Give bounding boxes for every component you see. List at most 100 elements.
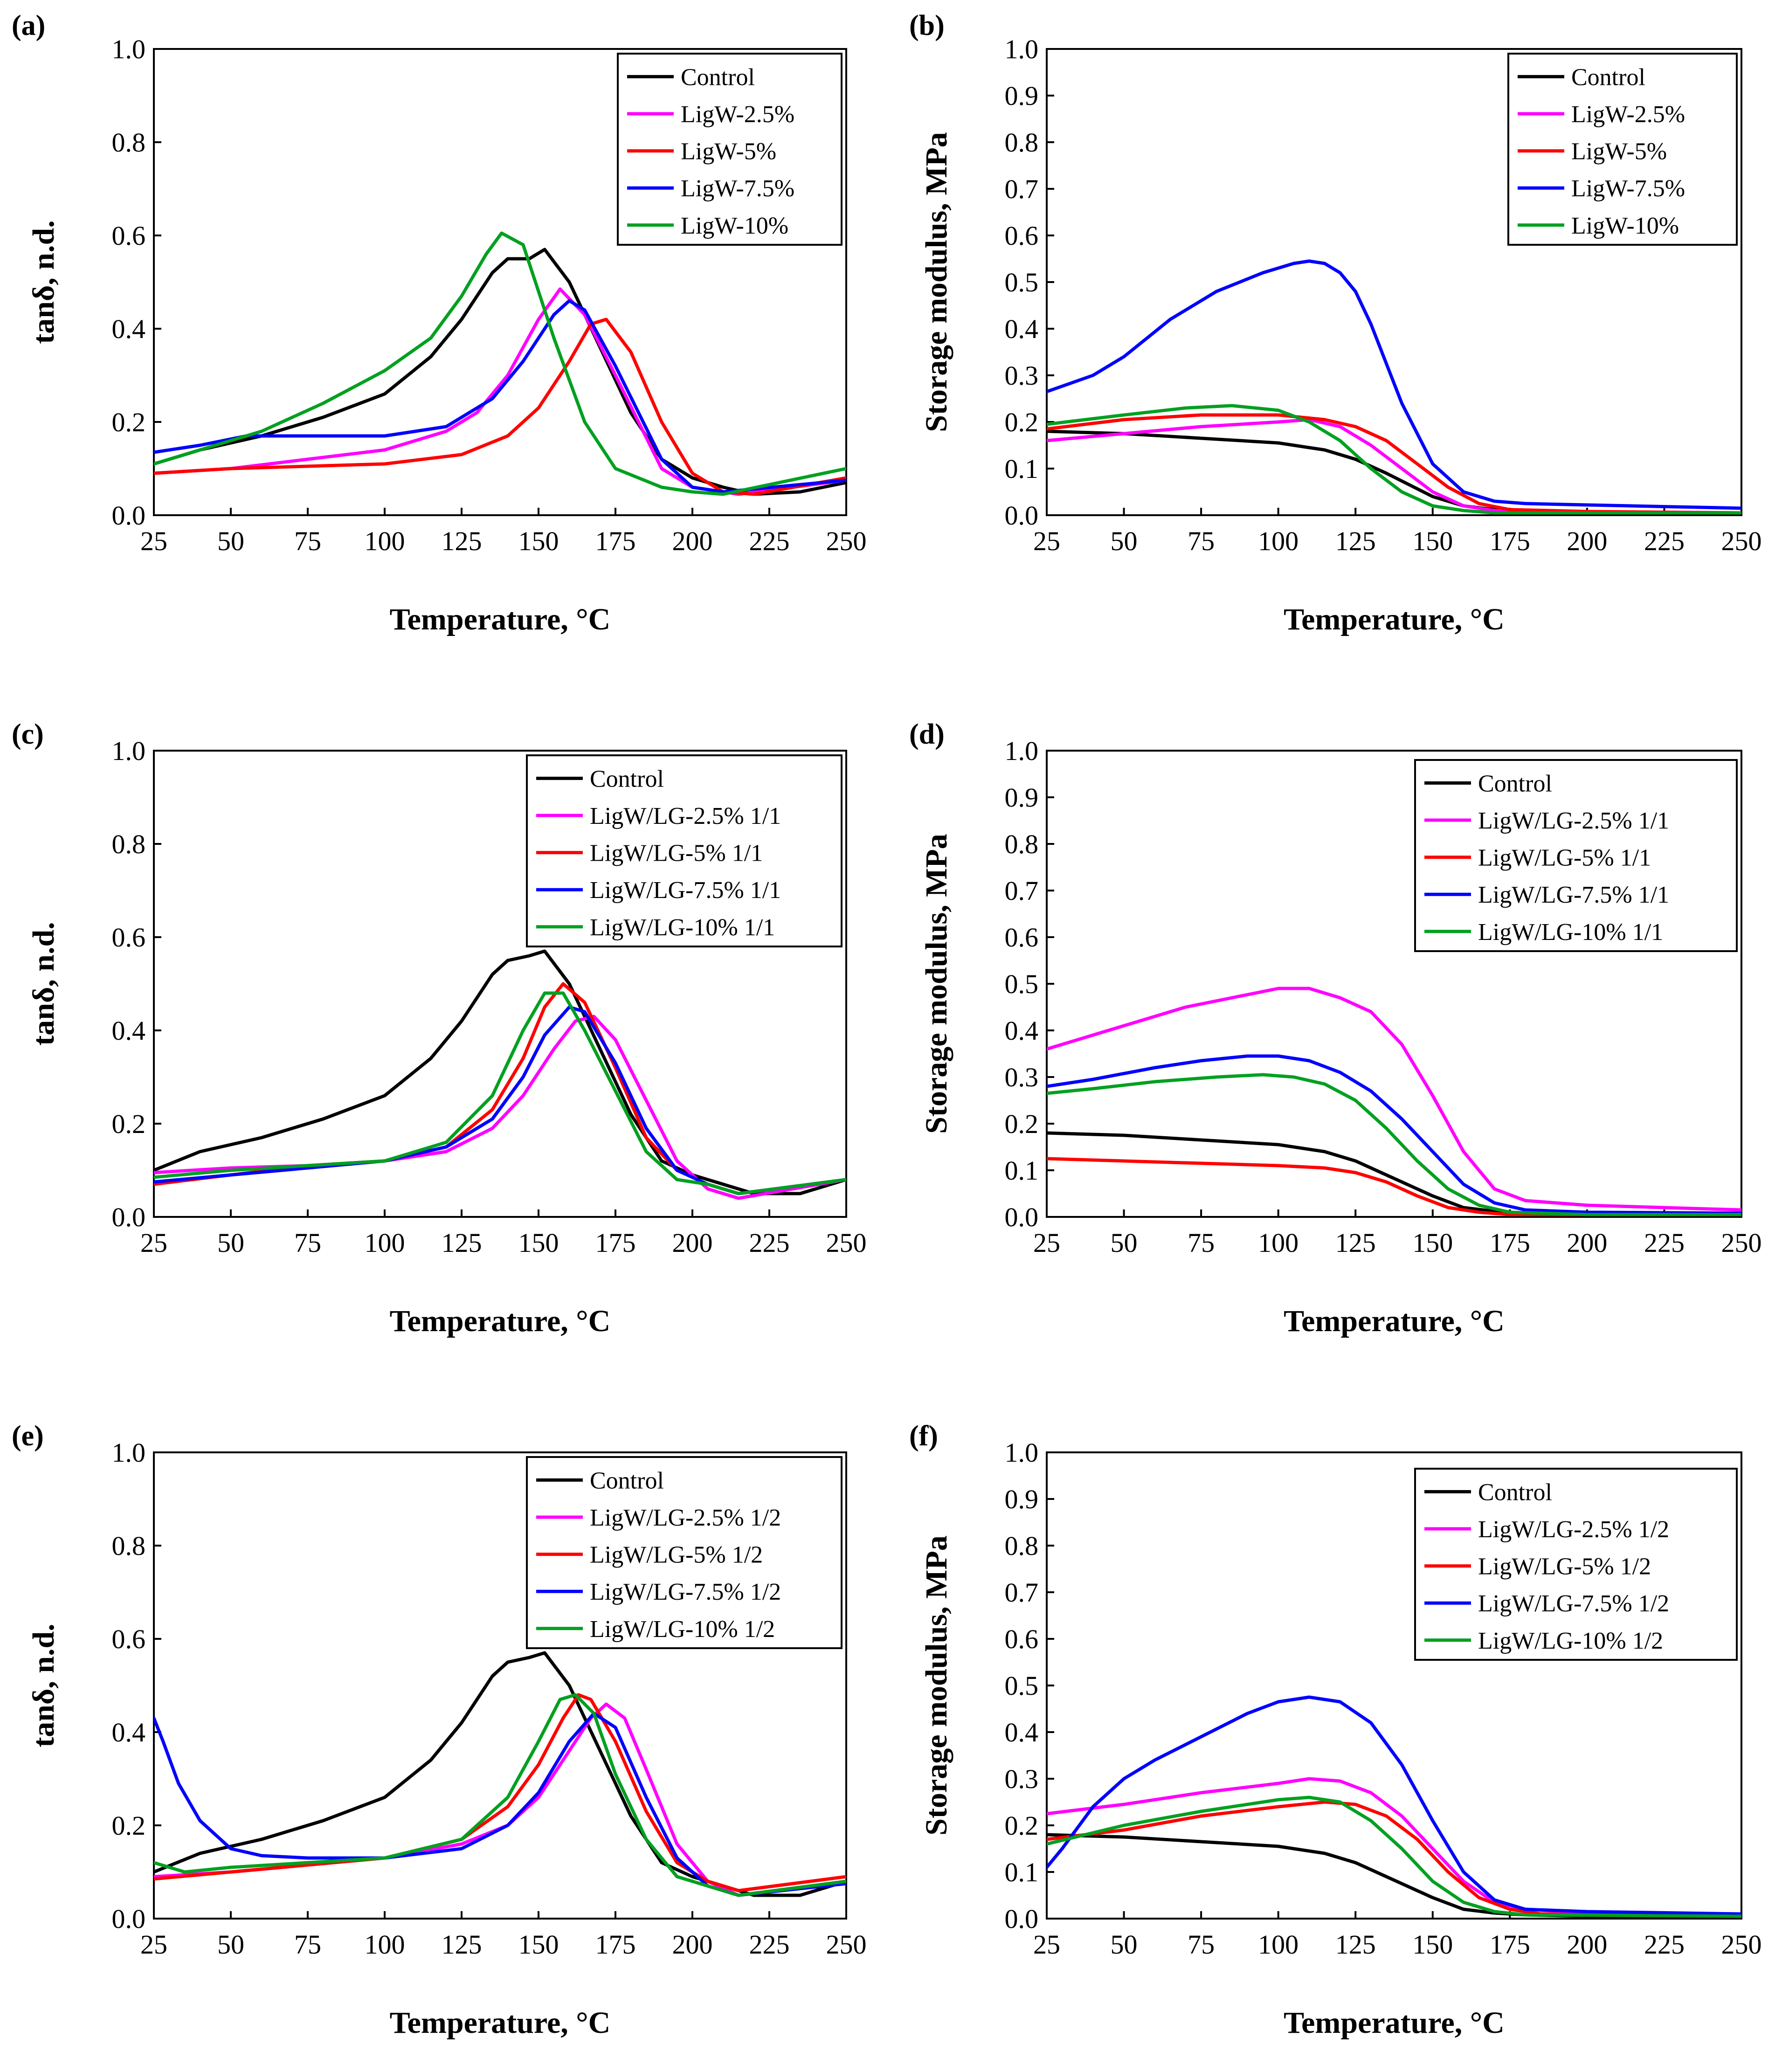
y-axis-title: Storage modulus, MPa — [919, 132, 953, 432]
panel-label: (d) — [909, 718, 945, 750]
y-tick-label: 0.1 — [1005, 1155, 1039, 1186]
series-line-2 — [1047, 413, 1741, 515]
legend-entry: Control — [590, 1467, 664, 1494]
series-line-0 — [1047, 1833, 1741, 1918]
x-tick-label: 75 — [1188, 526, 1215, 556]
series-line-2 — [1047, 1800, 1741, 1918]
y-axis-title: tanδ, n.d. — [27, 1623, 61, 1747]
series-line-0 — [154, 248, 846, 496]
x-tick-label: 100 — [1258, 1929, 1299, 1960]
panel-label: (e) — [12, 1420, 44, 1452]
x-tick-label: 100 — [1258, 526, 1299, 556]
x-axis-title: Temperature, °C — [390, 602, 611, 636]
plot-frame — [153, 48, 847, 516]
y-tick-label: 0.5 — [1005, 1671, 1039, 1701]
legend-entry: LigW/LG-5% 1/2 — [1478, 1554, 1651, 1580]
legend-entry: LigW/LG-7.5% 1/1 — [590, 877, 781, 904]
x-tick-label: 250 — [826, 1929, 867, 1960]
x-tick-label: 250 — [1721, 1929, 1762, 1960]
y-tick-label: 0.4 — [1005, 314, 1039, 344]
y-tick-label: 0.8 — [112, 127, 146, 158]
y-tick-label: 0.3 — [1005, 360, 1039, 391]
y-tick-label: 0.8 — [1005, 127, 1039, 158]
y-tick-label: 0.6 — [112, 922, 146, 953]
x-tick-label: 225 — [1644, 526, 1685, 556]
legend-entry: LigW-7.5% — [1571, 175, 1685, 202]
panel-label: (c) — [12, 718, 44, 750]
x-tick-label: 125 — [1335, 526, 1376, 556]
y-axis-title: Storage modulus, MPa — [919, 834, 953, 1134]
legend-box — [617, 53, 843, 246]
x-tick-label: 75 — [294, 1228, 321, 1258]
y-tick-label: 0.8 — [112, 829, 146, 859]
y-tick-label: 0.6 — [1005, 1624, 1039, 1654]
panel-e: 25 50 75 100 125 150 175 200 225 250 0.0 0.2 0.4 0.6 0… — [12, 1420, 867, 2040]
x-tick-label: 200 — [1567, 1929, 1607, 1960]
x-tick-label: 175 — [595, 526, 636, 556]
x-tick-label: 50 — [217, 526, 244, 556]
x-tick-label: 125 — [442, 1228, 482, 1258]
series-line-4 — [1047, 1796, 1741, 1918]
x-tick-label: 175 — [1490, 1929, 1530, 1960]
y-tick-label: 0.0 — [112, 1202, 146, 1232]
x-tick-label: 225 — [749, 1929, 790, 1960]
series-line-2 — [154, 318, 846, 496]
x-tick-label: 50 — [217, 1929, 244, 1960]
x-tick-label: 225 — [1644, 1929, 1685, 1960]
legend-entry: LigW/LG-5% 1/2 — [590, 1542, 763, 1568]
legend-entry: LigW-10% — [1571, 213, 1679, 239]
y-tick-label: 1.0 — [112, 736, 146, 766]
series-line-4 — [1047, 1073, 1741, 1216]
y-axis-title: tanδ, n.d. — [27, 922, 61, 1045]
series-line-3 — [1047, 1054, 1741, 1215]
x-tick-label: 200 — [1567, 526, 1607, 556]
y-axis-title: Storage modulus, MPa — [919, 1535, 953, 1836]
x-tick-label: 25 — [1033, 1929, 1060, 1960]
x-tick-label: 25 — [140, 1228, 167, 1258]
series-line-0 — [1047, 1131, 1741, 1216]
panel-a: 25 50 75 100 125 150 175 200 225 250 0.0 0.2 0.4 0.6 0… — [12, 10, 867, 636]
series-line-3 — [1047, 1695, 1741, 1916]
x-tick-label: 100 — [365, 526, 405, 556]
x-tick-label: 250 — [826, 1228, 867, 1258]
legend-entry: Control — [1478, 770, 1552, 797]
x-tick-label: 125 — [442, 526, 482, 556]
series-line-3 — [154, 1712, 846, 1897]
x-tick-label: 125 — [442, 1929, 482, 1960]
x-tick-label: 200 — [672, 1929, 713, 1960]
x-tick-label: 50 — [1111, 1929, 1138, 1960]
y-tick-label: 1.0 — [1005, 34, 1039, 64]
x-tick-label: 125 — [1335, 1228, 1376, 1258]
y-tick-label: 0.1 — [1005, 454, 1039, 484]
y-axis-title: tanδ, n.d. — [27, 220, 61, 344]
legend-entry: LigW/LG-7.5% 1/2 — [590, 1579, 781, 1605]
x-tick-label: 200 — [672, 1228, 713, 1258]
y-tick-label: 0.4 — [112, 1717, 146, 1747]
legend-entry: Control — [1478, 1479, 1552, 1506]
panel-label: (f) — [909, 1420, 938, 1452]
x-axis-title: Temperature, °C — [390, 1304, 611, 1338]
x-tick-label: 200 — [1567, 1228, 1607, 1258]
y-tick-label: 0.0 — [1005, 1904, 1039, 1934]
series-line-2 — [154, 1693, 846, 1892]
legend-box — [526, 1456, 843, 1649]
y-tick-label: 1.0 — [112, 34, 146, 64]
y-tick-label: 0.0 — [112, 1904, 146, 1934]
y-tick-label: 0.5 — [1005, 969, 1039, 999]
series-line-1 — [1047, 418, 1741, 515]
series-line-1 — [154, 287, 846, 496]
x-tick-label: 100 — [365, 1929, 405, 1960]
legend-box — [1414, 1468, 1738, 1661]
x-tick-label: 175 — [595, 1929, 636, 1960]
x-tick-label: 75 — [294, 1929, 321, 1960]
series-line-4 — [154, 231, 846, 496]
legend-entry: LigW/LG-5% 1/1 — [1478, 845, 1651, 871]
series-line-4 — [1047, 404, 1741, 515]
x-tick-label: 100 — [365, 1228, 405, 1258]
plot-frame — [153, 750, 847, 1218]
x-tick-label: 50 — [1111, 1228, 1138, 1258]
series-line-0 — [154, 949, 846, 1195]
legend-entry: Control — [590, 766, 664, 792]
x-tick-label: 150 — [1412, 526, 1453, 556]
x-tick-label: 25 — [1033, 526, 1060, 556]
